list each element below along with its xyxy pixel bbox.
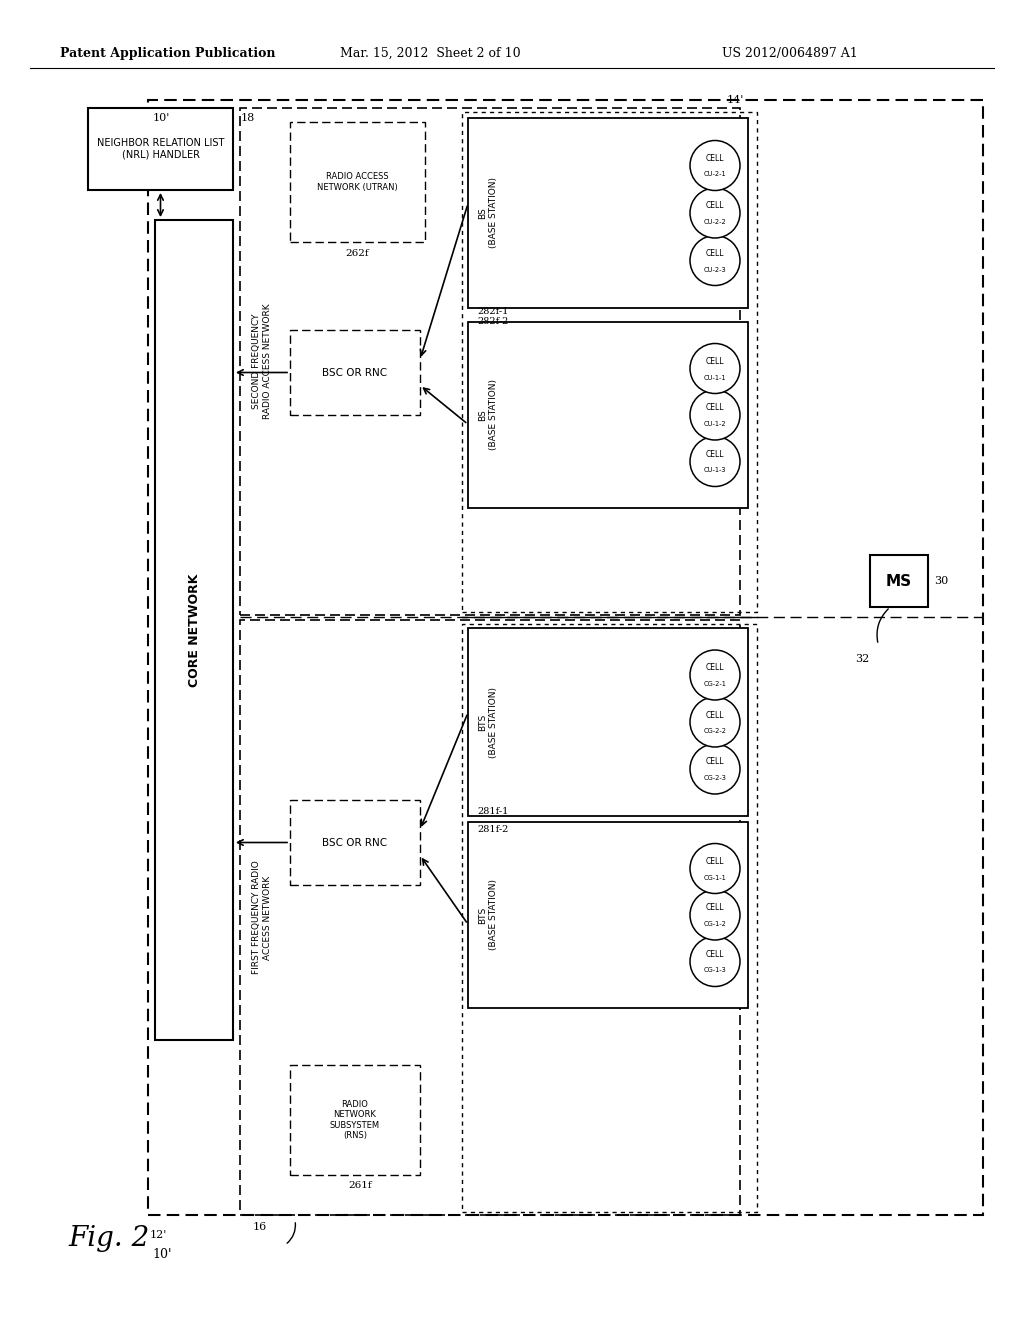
Circle shape [690, 890, 740, 940]
Text: FIRST FREQUENCY RADIO
ACCESS NETWORK: FIRST FREQUENCY RADIO ACCESS NETWORK [252, 861, 271, 974]
Bar [155, 220, 233, 1040]
Text: CU-1-2: CU-1-2 [703, 421, 726, 426]
Circle shape [690, 843, 740, 894]
Text: CU-1-1: CU-1-1 [703, 375, 726, 380]
Text: CG-2-3: CG-2-3 [703, 775, 726, 781]
Text: 281f-1: 281f-1 [477, 808, 509, 817]
Circle shape [690, 649, 740, 700]
Text: BS
(BASE STATION): BS (BASE STATION) [478, 177, 498, 248]
Text: RADIO
NETWORK
SUBSYSTEM
(RNS): RADIO NETWORK SUBSYSTEM (RNS) [330, 1100, 380, 1140]
Text: CELL: CELL [706, 202, 724, 210]
Bar [290, 1065, 420, 1175]
Text: SECOND FREQUENCY
RADIO ACCESS NETWORK: SECOND FREQUENCY RADIO ACCESS NETWORK [252, 304, 271, 420]
Text: CELL: CELL [706, 664, 724, 672]
Text: 30: 30 [934, 576, 948, 586]
Text: 281f-2: 281f-2 [477, 825, 509, 834]
Text: 14': 14' [726, 95, 743, 106]
Bar [290, 800, 420, 884]
Circle shape [690, 187, 740, 238]
Text: BTS
(BASE STATION): BTS (BASE STATION) [478, 879, 498, 950]
Text: 10': 10' [152, 1249, 171, 1262]
Circle shape [690, 744, 740, 795]
Text: 10': 10' [153, 114, 170, 123]
Text: 12': 12' [150, 1230, 167, 1239]
Text: CU-2-3: CU-2-3 [703, 267, 726, 272]
Bar [468, 117, 748, 308]
Text: CELL: CELL [706, 154, 724, 162]
Text: CELL: CELL [706, 249, 724, 257]
Bar [240, 620, 740, 1214]
Text: CELL: CELL [706, 758, 724, 767]
Bar [290, 330, 420, 414]
Bar [468, 822, 748, 1008]
Text: 262f: 262f [346, 249, 370, 259]
Text: CELL: CELL [706, 950, 724, 960]
Bar [462, 624, 757, 1212]
Bar [870, 554, 928, 607]
Text: CELL: CELL [706, 903, 724, 912]
Text: 261f: 261f [348, 1180, 372, 1189]
Bar [468, 322, 748, 508]
Text: 18: 18 [241, 114, 255, 123]
Text: CELL: CELL [706, 710, 724, 719]
Text: BS
(BASE STATION): BS (BASE STATION) [478, 380, 498, 450]
Text: Patent Application Publication: Patent Application Publication [60, 46, 275, 59]
Bar [462, 112, 757, 612]
Circle shape [690, 697, 740, 747]
Circle shape [690, 140, 740, 190]
Text: 32: 32 [855, 653, 869, 664]
Bar [148, 100, 983, 1214]
Text: CG-1-1: CG-1-1 [703, 874, 726, 880]
Text: Fig. 2: Fig. 2 [68, 1225, 150, 1251]
Text: CELL: CELL [706, 857, 724, 866]
Text: Mar. 15, 2012  Sheet 2 of 10: Mar. 15, 2012 Sheet 2 of 10 [340, 46, 520, 59]
Text: CU-2-1: CU-2-1 [703, 172, 726, 177]
Text: BSC OR RNC: BSC OR RNC [323, 837, 387, 847]
Text: CG-1-3: CG-1-3 [703, 968, 726, 974]
Text: RADIO ACCESS
NETWORK (UTRAN): RADIO ACCESS NETWORK (UTRAN) [317, 173, 398, 191]
Bar [88, 108, 233, 190]
Text: NEIGHBOR RELATION LIST
(NRL) HANDLER: NEIGHBOR RELATION LIST (NRL) HANDLER [97, 139, 224, 160]
Bar [468, 628, 748, 816]
Circle shape [690, 389, 740, 440]
Circle shape [690, 437, 740, 487]
Text: BTS
(BASE STATION): BTS (BASE STATION) [478, 686, 498, 758]
Text: US 2012/0064897 A1: US 2012/0064897 A1 [722, 46, 858, 59]
Text: BSC OR RNC: BSC OR RNC [323, 367, 387, 378]
Text: CELL: CELL [706, 450, 724, 459]
Text: 16: 16 [253, 1222, 267, 1232]
Circle shape [690, 235, 740, 285]
Circle shape [690, 936, 740, 986]
Text: CG-2-1: CG-2-1 [703, 681, 726, 686]
Text: CELL: CELL [706, 404, 724, 412]
Text: CELL: CELL [706, 356, 724, 366]
Text: 282f-1: 282f-1 [477, 308, 509, 317]
Text: CG-1-2: CG-1-2 [703, 921, 726, 927]
Bar [240, 108, 740, 615]
Circle shape [690, 343, 740, 393]
Text: CU-1-3: CU-1-3 [703, 467, 726, 474]
Text: CU-2-2: CU-2-2 [703, 219, 726, 224]
Text: MS: MS [886, 573, 912, 589]
Text: 282f-2: 282f-2 [477, 318, 509, 326]
Bar [290, 121, 425, 242]
Text: CG-2-2: CG-2-2 [703, 729, 726, 734]
Text: CORE NETWORK: CORE NETWORK [187, 573, 201, 686]
